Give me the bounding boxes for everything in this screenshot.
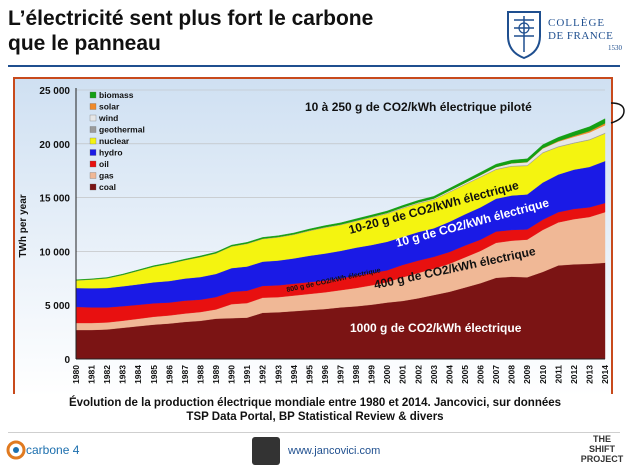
x-tick-label: 2011 [553, 365, 563, 384]
shift-project-logo: THE SHIFT PROJECT [580, 434, 624, 464]
footer-url-link[interactable]: www.jancovici.com [288, 445, 381, 457]
legend-label-coal: coal [99, 182, 116, 192]
legend-swatch-solar [89, 103, 97, 110]
legend-swatch-coal [89, 183, 97, 191]
shift-brand-line2: PROJECT [580, 454, 624, 464]
legend-label-solar: solar [99, 102, 120, 112]
annotation-coal: 1000 g de CO2/kWh électrique [350, 321, 522, 335]
x-tick-label: 1981 [87, 365, 97, 384]
slide-title-line2: que le panneau [8, 32, 161, 55]
legend-swatch-geothermal [89, 126, 97, 133]
x-tick-label: 1991 [242, 365, 252, 384]
shift-brand-line1: THE SHIFT [589, 434, 615, 454]
axes [75, 88, 605, 360]
x-tick-label: 1984 [133, 365, 143, 384]
legend-swatch-hydro [89, 149, 97, 156]
x-tick-label: 1990 [227, 365, 237, 384]
x-tick-label: 2005 [460, 365, 470, 384]
college-name: COLLÈGE [548, 17, 605, 29]
college-de-france-logo: COLLÈGE DE FRANCE 1530 [507, 11, 623, 60]
x-tick-label: 2004 [444, 365, 454, 384]
caption-line1: Évolution de la production électrique mo… [68, 397, 562, 409]
legend-swatch-nuclear [89, 137, 97, 145]
x-tick-labels: 1980 1981 1982 1983 1984 1985 1986 1987 1988 1989… [71, 365, 610, 384]
x-tick-label: 1988 [195, 365, 205, 384]
chart-caption: Évolution de la production électrique mo… [10, 396, 620, 424]
x-tick-label: 1983 [118, 365, 128, 384]
x-tick-label: 2002 [413, 365, 423, 384]
moon-thumbnail-icon [252, 437, 280, 465]
x-tick-label: 2014 [600, 365, 610, 384]
legend-label-hydro: hydro [99, 148, 123, 158]
x-tick-label: 1980 [71, 365, 81, 384]
annotation-controllable: 10 à 250 g de CO2/kWh électrique piloté [305, 100, 532, 114]
x-tick-label: 2010 [538, 365, 548, 384]
x-tick-label: 1982 [102, 365, 112, 384]
x-tick-label: 1994 [289, 365, 299, 384]
x-tick-label: 1986 [164, 365, 174, 384]
title-rule [8, 65, 620, 67]
carbone4-brand: carbone 4 [26, 443, 80, 457]
bracket-icon [610, 102, 625, 124]
x-tick-label: 2000 [382, 365, 392, 384]
college-shield-icon [507, 11, 541, 60]
slide-title: L’électricité sent plus fort le carbone … [8, 6, 478, 56]
y-axis-label: TWh per year [18, 194, 29, 257]
x-tick-label: 1997 [336, 365, 346, 384]
y-tick-label: 0 [64, 355, 70, 366]
y-tick-label: 15 000 [39, 194, 70, 205]
caption-line2: TSP Data Portal, BP Statistical Review &… [186, 411, 444, 423]
carbone4-logo-icon [6, 440, 26, 460]
x-tick-label: 1992 [258, 365, 268, 384]
legend-label-wind: wind [98, 113, 118, 123]
legend-label-oil: oil [99, 159, 109, 169]
y-tick-label: 25 000 [39, 86, 70, 97]
legend-swatch-gas [89, 172, 97, 179]
x-tick-label: 2006 [476, 365, 486, 384]
y-tick-label: 20 000 [39, 140, 70, 151]
y-tick-label: 10 000 [39, 247, 70, 258]
x-tick-label: 1993 [273, 365, 283, 384]
footer-rule [8, 432, 620, 433]
legend-swatch-oil [89, 160, 97, 168]
x-tick-label: 2012 [569, 365, 579, 384]
y-tick-labels: 0 5 000 10 000 15 000 20 000 25 000 [39, 86, 70, 366]
x-tick-label: 1995 [304, 365, 314, 384]
x-tick-label: 2001 [398, 365, 408, 384]
legend-label-biomass: biomass [99, 90, 134, 100]
legend-label-geothermal: geothermal [99, 125, 145, 135]
legend-swatch-wind [89, 114, 97, 122]
college-year: 1530 [608, 44, 623, 52]
slide-title-line1: L’électricité sent plus fort le carbone [8, 7, 374, 30]
college-name2: DE FRANCE [548, 30, 613, 42]
x-tick-label: 2003 [429, 365, 439, 384]
x-tick-label: 1996 [320, 365, 330, 384]
x-tick-label: 1999 [367, 365, 377, 384]
x-tick-label: 1987 [180, 365, 190, 384]
area-biomass [75, 118, 606, 281]
legend-label-nuclear: nuclear [99, 136, 130, 146]
x-tick-label: 2013 [584, 365, 594, 384]
legend-swatch-biomass [89, 91, 97, 99]
x-tick-label: 2008 [507, 365, 517, 384]
legend-label-gas: gas [99, 171, 114, 181]
x-tick-label: 1998 [351, 365, 361, 384]
x-tick-label: 2007 [491, 365, 501, 384]
y-tick-label: 5 000 [45, 301, 70, 312]
x-tick-label: 2009 [522, 365, 532, 384]
stacked-areas [75, 118, 606, 360]
x-tick-label: 1985 [149, 365, 159, 384]
x-tick-label: 1989 [211, 365, 221, 384]
